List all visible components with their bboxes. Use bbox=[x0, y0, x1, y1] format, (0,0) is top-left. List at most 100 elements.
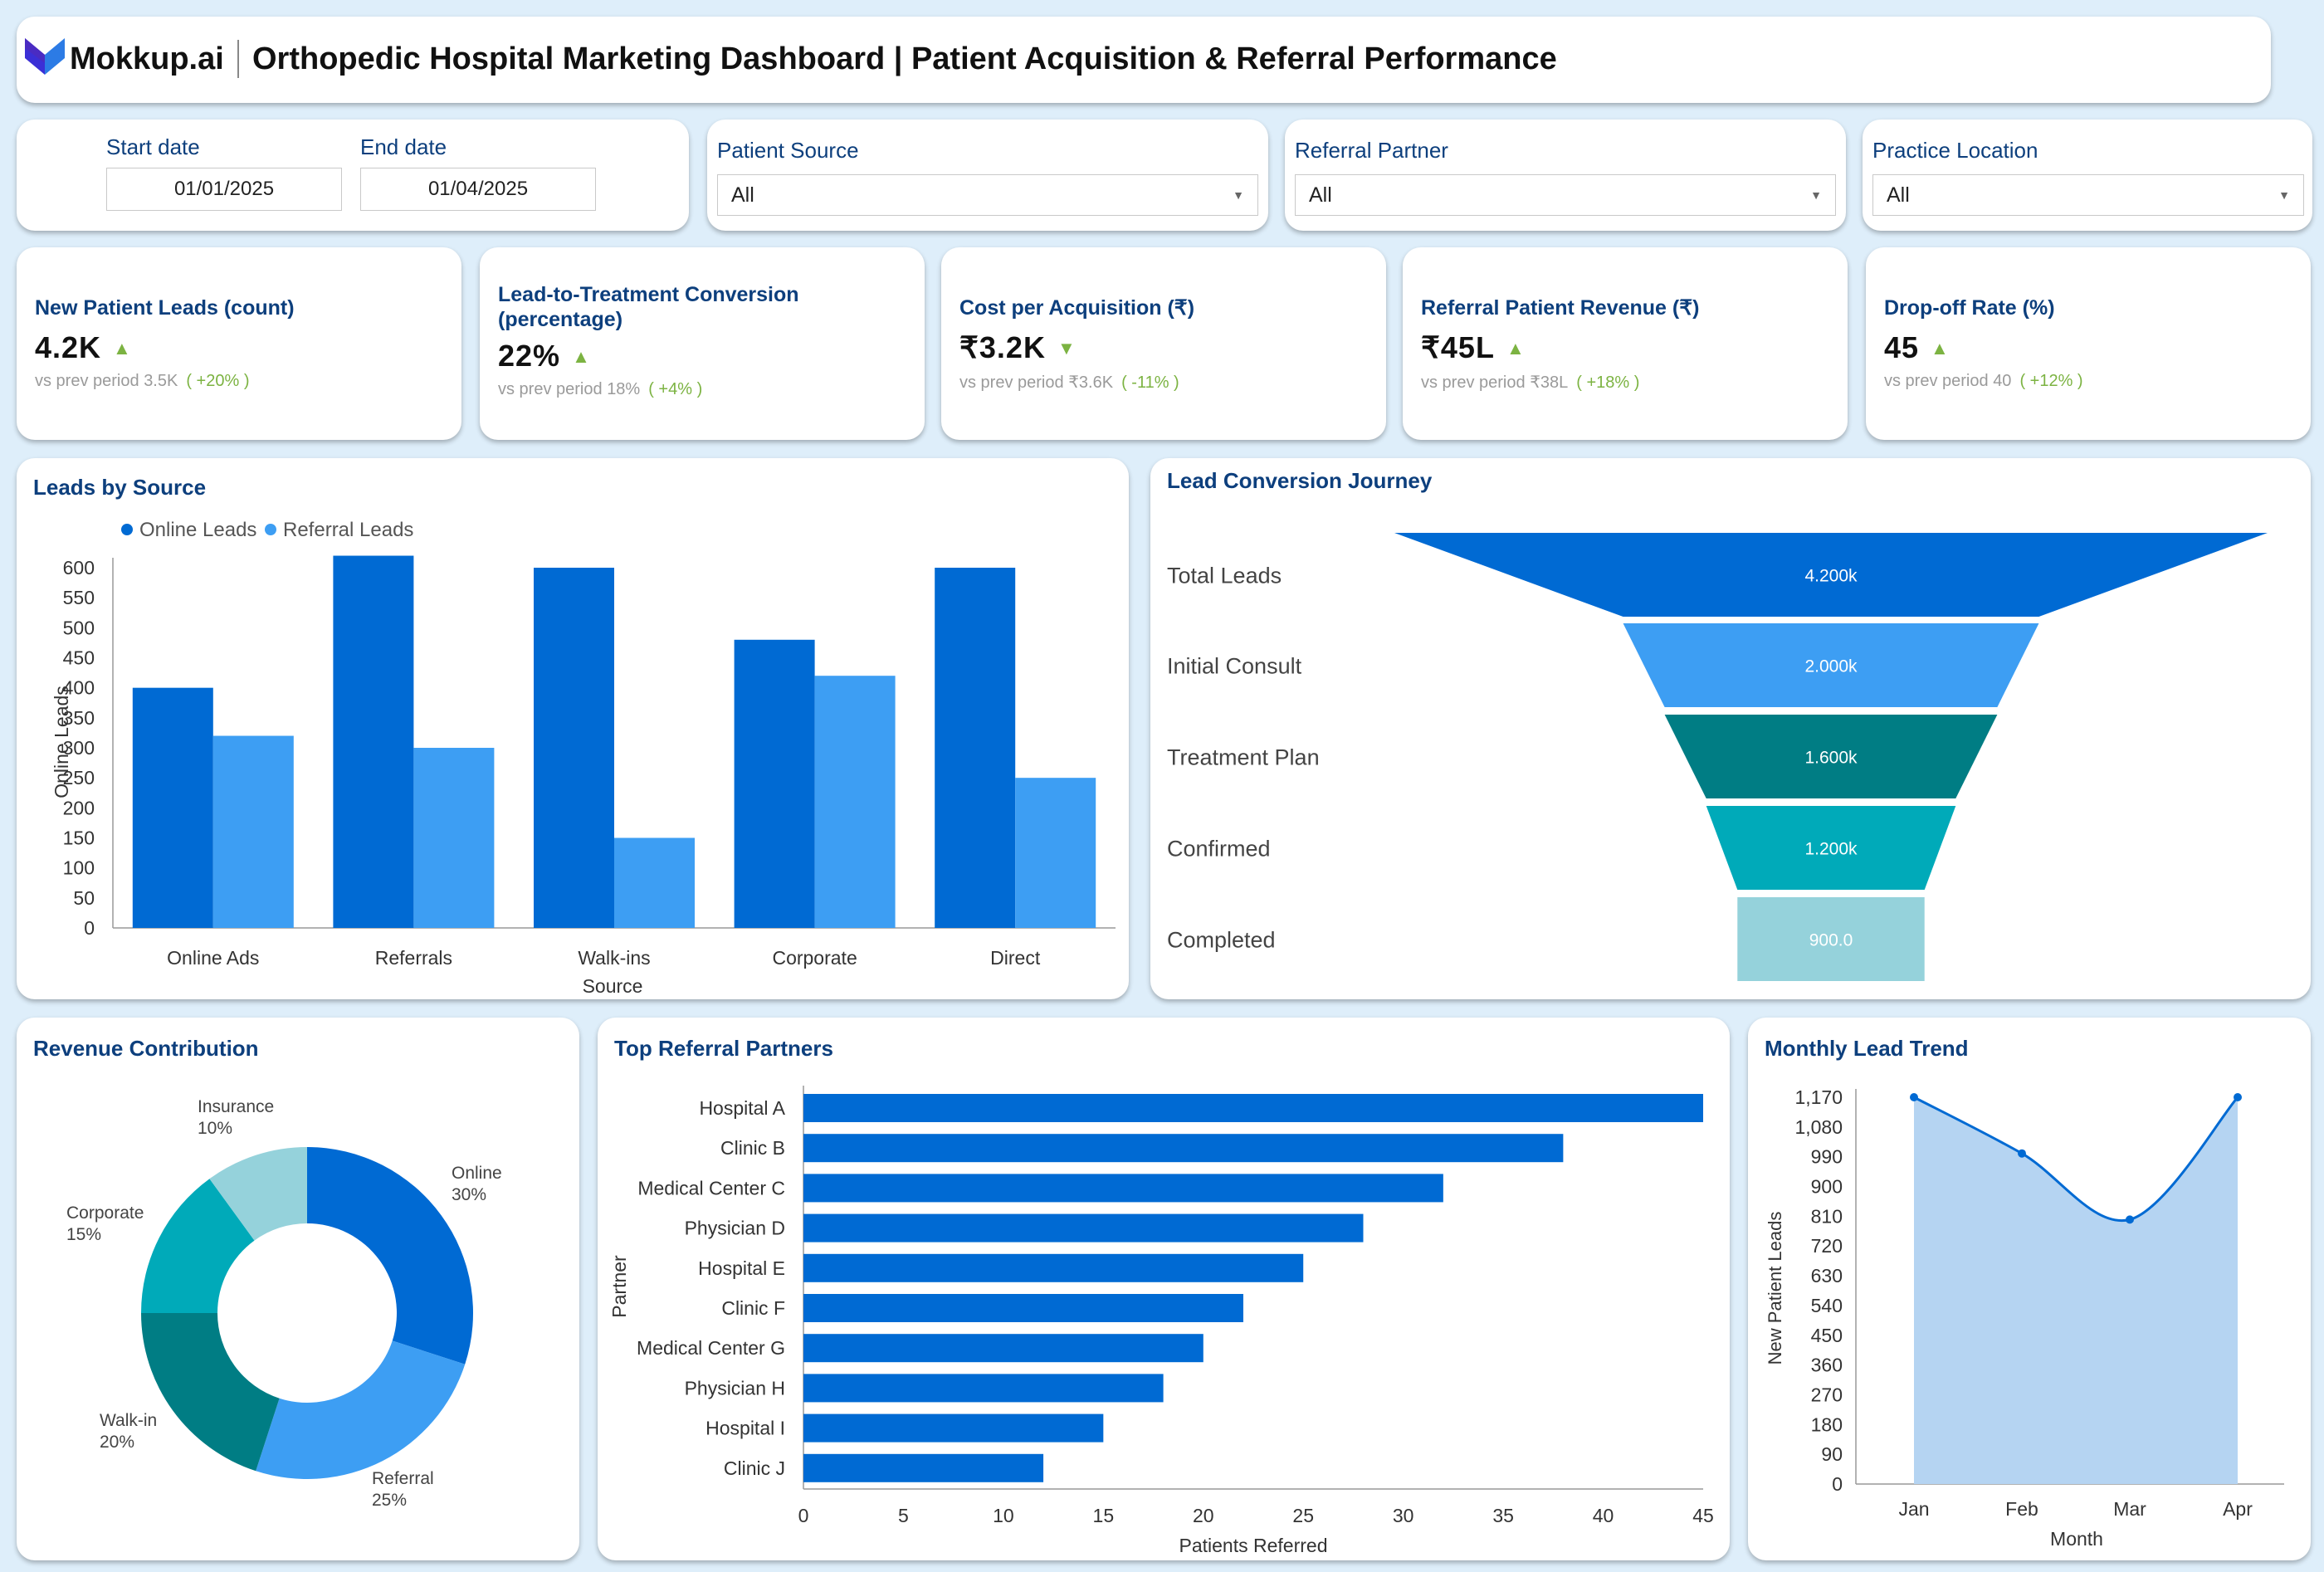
kpi-comparison: vs prev period ₹3.6K( -11% ) bbox=[959, 373, 1179, 392]
funnel-stage-initial-consult bbox=[1623, 623, 2039, 707]
leads-by-source-chart: Online Leads Referral Leads60055050045040… bbox=[51, 519, 1116, 997]
y-tick-label: 90 bbox=[1821, 1443, 1843, 1465]
chevron-down-icon: ▼ bbox=[2278, 188, 2290, 202]
donut-slice-label: Online bbox=[452, 1164, 502, 1183]
bar-hospital-a bbox=[803, 1094, 1703, 1122]
bar-online-walk-ins bbox=[534, 568, 614, 928]
end-date-label: End date bbox=[360, 134, 447, 159]
patient-source-select[interactable]: All ▼ bbox=[717, 174, 1258, 216]
mokkup-logo-icon bbox=[25, 38, 65, 75]
y-tick-label: Medical Center C bbox=[637, 1177, 785, 1199]
monthly-lead-trend-chart: 1,1701,080990900810720630540450360270180… bbox=[1765, 1086, 2284, 1550]
kpi-value: 45 ▲ bbox=[1884, 330, 1950, 364]
y-tick-label: 500 bbox=[63, 617, 95, 638]
referral-partner-value: All bbox=[1309, 183, 1332, 207]
data-point-feb bbox=[2018, 1149, 2026, 1158]
y-tick-label: 540 bbox=[1811, 1295, 1843, 1316]
kpi-card-cost-per-acquisition: Cost per Acquisition (₹) ₹3.2K ▼ vs prev … bbox=[941, 247, 1386, 440]
referral-partner-label: Referral Partner bbox=[1295, 138, 1448, 163]
chart-title: Monthly Lead Trend bbox=[1765, 1036, 1969, 1061]
y-tick-label: 400 bbox=[63, 677, 95, 699]
funnel-value-label: 2.000k bbox=[1804, 657, 1858, 676]
x-axis-title: Month bbox=[2050, 1528, 2103, 1550]
y-tick-label: Hospital I bbox=[706, 1418, 785, 1439]
trend-down-icon: ▼ bbox=[1057, 338, 1077, 359]
kpi-title: Referral Patient Revenue (₹) bbox=[1421, 296, 1700, 320]
y-axis-title: Online Leads bbox=[51, 686, 72, 798]
y-tick-label: 180 bbox=[1811, 1413, 1843, 1435]
legend-referral-leads-marker bbox=[265, 524, 276, 535]
x-axis-title: Patients Referred bbox=[1179, 1535, 1328, 1556]
kpi-card-referral-revenue: Referral Patient Revenue (₹) ₹45L ▲ vs pr… bbox=[1403, 247, 1848, 440]
kpi-comparison: vs prev period 40( +12% ) bbox=[1884, 372, 2083, 390]
y-tick-label: 360 bbox=[1811, 1355, 1843, 1376]
start-date-input[interactable]: 01/01/2025 bbox=[106, 168, 342, 211]
revenue-contribution-card: Revenue Contribution Online 30% Referral 25… bbox=[17, 1018, 579, 1560]
kpi-value: 4.2K ▲ bbox=[35, 330, 132, 364]
donut-slice-percent: 20% bbox=[100, 1433, 134, 1452]
x-tick-label: Referrals bbox=[375, 947, 452, 969]
y-tick-label: 0 bbox=[1832, 1473, 1843, 1495]
kpi-title: Lead-to-Treatment Conversion (percentage… bbox=[498, 283, 799, 331]
x-axis-title: Source bbox=[583, 975, 643, 997]
patient-source-filter-card: Patient Source All ▼ bbox=[707, 120, 1268, 231]
y-tick-label: Hospital A bbox=[699, 1097, 785, 1119]
bar-clinic-b bbox=[803, 1134, 1564, 1163]
monthly-lead-trend-card: Monthly Lead Trend 1,170 1,080 990 900 810 72… bbox=[1748, 1018, 2311, 1560]
y-tick-label: 250 bbox=[63, 767, 95, 788]
y-tick-label: Clinic F bbox=[721, 1297, 785, 1319]
date-filter-card: Start date 01/01/2025 End date 01/04/202… bbox=[17, 120, 689, 231]
bar-referral-walk-ins bbox=[614, 837, 695, 928]
x-tick-label: 25 bbox=[1292, 1505, 1314, 1526]
practice-location-select[interactable]: All ▼ bbox=[1872, 174, 2304, 216]
practice-location-value: All bbox=[1887, 183, 1910, 207]
brand-name: Mokkup.ai bbox=[70, 41, 224, 76]
bar-referral-online-ads bbox=[212, 735, 294, 928]
data-point-jan bbox=[1910, 1093, 1918, 1101]
funnel-stage-confirmed bbox=[1706, 806, 1956, 890]
referral-partner-filter-card: Referral Partner All ▼ bbox=[1285, 120, 1846, 231]
x-tick-label: 40 bbox=[1593, 1505, 1614, 1526]
y-tick-label: 350 bbox=[63, 707, 95, 729]
kpi-card-drop-off-rate: Drop-off Rate (%) 45 ▲ vs prev period 40(… bbox=[1866, 247, 2311, 440]
y-axis-title: New Patient Leads bbox=[1765, 1212, 1785, 1365]
bar-medical-center-c bbox=[803, 1174, 1443, 1203]
chart-title: Top Referral Partners bbox=[614, 1036, 833, 1061]
practice-location-label: Practice Location bbox=[1872, 138, 2038, 163]
area-fill bbox=[1914, 1097, 2238, 1484]
legend-online-leads-label: Online Leads bbox=[139, 519, 256, 541]
bar-physician-d bbox=[803, 1213, 1364, 1242]
y-axis-title: Partner bbox=[608, 1255, 630, 1318]
bar-online-corporate bbox=[734, 639, 815, 928]
trend-up-icon: ▲ bbox=[1931, 338, 1950, 359]
x-tick-label: Jan bbox=[1898, 1498, 1929, 1520]
chart-title: Revenue Contribution bbox=[33, 1036, 259, 1061]
dashboard-header: Mokkup.ai Orthopedic Hospital Marketing … bbox=[17, 17, 2271, 103]
kpi-comparison: vs prev period 18%( +4% ) bbox=[498, 380, 703, 398]
x-tick-label: 35 bbox=[1492, 1505, 1514, 1526]
kpi-title: Cost per Acquisition (₹) bbox=[959, 296, 1195, 320]
x-tick-label: 0 bbox=[798, 1505, 809, 1526]
donut-slice-percent: 30% bbox=[452, 1185, 486, 1204]
revenue-contribution-donut: Online 30% Referral 25% Walk-in 20% Corporate 1… bbox=[66, 1097, 502, 1510]
bar-hospital-e bbox=[803, 1253, 1304, 1282]
trend-line bbox=[1913, 1096, 2239, 1223]
end-date-input[interactable]: 01/04/2025 bbox=[360, 168, 596, 211]
x-tick-label: 30 bbox=[1393, 1505, 1414, 1526]
referral-partner-select[interactable]: All ▼ bbox=[1295, 174, 1836, 216]
donut-slice-label: Insurance bbox=[198, 1097, 274, 1116]
practice-location-filter-card: Practice Location All ▼ bbox=[1863, 120, 2312, 231]
trend-up-icon: ▲ bbox=[572, 346, 591, 367]
top-referral-partners-chart: Hospital A Clinic B Medical Center C Physic… bbox=[608, 1086, 1714, 1556]
donut-slice-walk-in bbox=[141, 1313, 280, 1472]
chevron-down-icon: ▼ bbox=[1810, 188, 1822, 202]
kpi-title: New Patient Leads (count) bbox=[35, 296, 295, 320]
bar-online-online-ads bbox=[132, 687, 213, 928]
leads-by-source-card: Leads by Source Online Leads Referral Lea… bbox=[17, 458, 1129, 999]
x-tick-label: Mar bbox=[2113, 1498, 2146, 1520]
kpi-value: ₹3.2K ▼ bbox=[959, 330, 1077, 364]
donut-slice-online bbox=[307, 1147, 473, 1365]
funnel-value-label: 900.0 bbox=[1809, 931, 1853, 950]
patient-source-label: Patient Source bbox=[717, 138, 859, 163]
kpi-title: Drop-off Rate (%) bbox=[1884, 296, 2055, 320]
